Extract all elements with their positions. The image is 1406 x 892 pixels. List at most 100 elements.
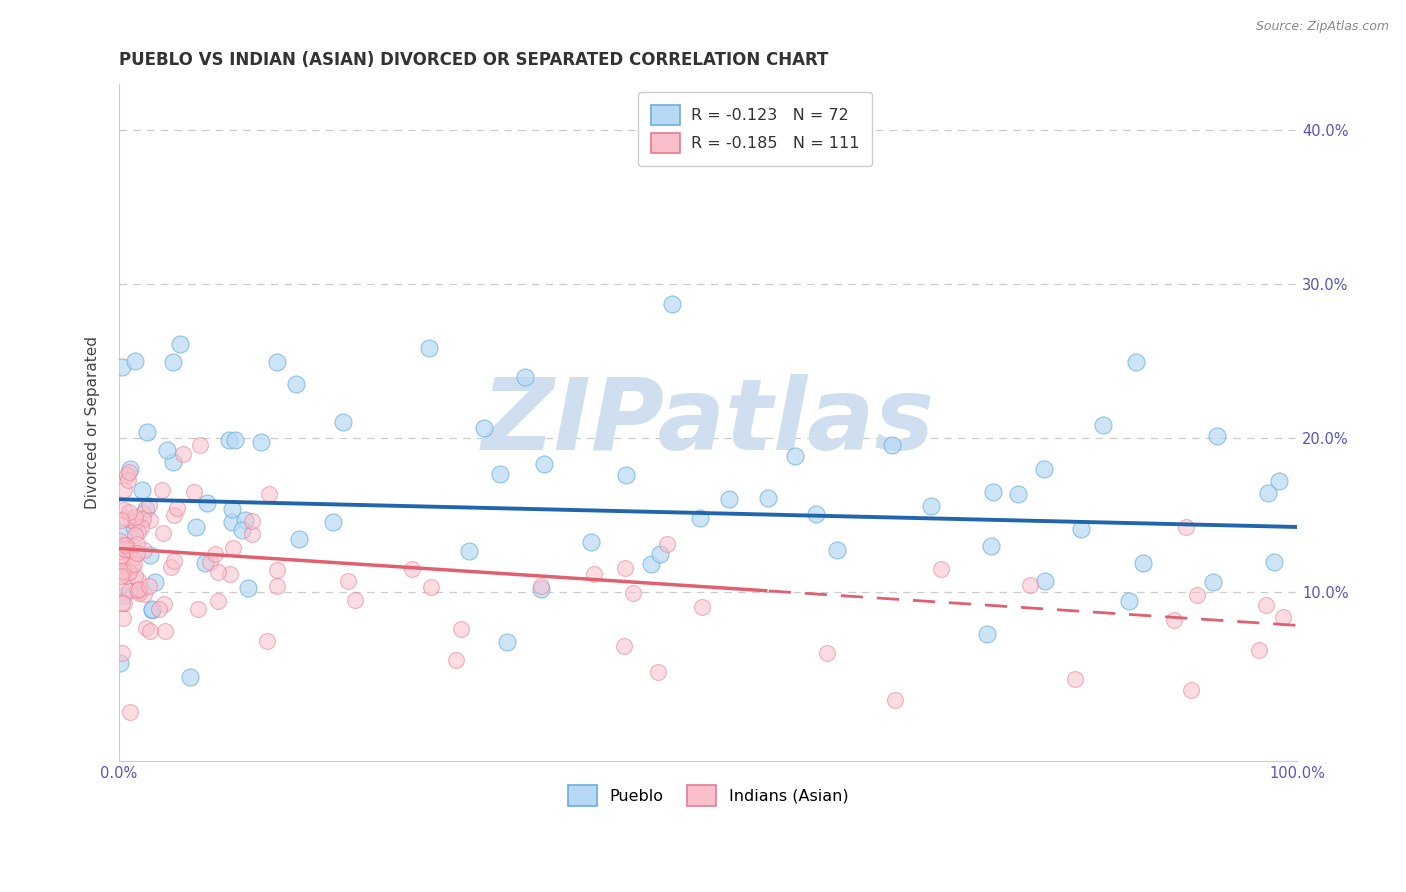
Point bbox=[111, 359, 134, 374]
Point bbox=[322, 516, 344, 530]
Point bbox=[115, 467, 138, 482]
Point bbox=[1247, 642, 1270, 657]
Point bbox=[110, 539, 132, 553]
Point bbox=[1202, 574, 1225, 589]
Point bbox=[163, 554, 186, 568]
Point bbox=[108, 544, 131, 558]
Point bbox=[136, 425, 159, 439]
Point bbox=[249, 435, 271, 450]
Point bbox=[1185, 589, 1208, 603]
Point bbox=[815, 646, 838, 660]
Point bbox=[640, 558, 662, 572]
Point bbox=[344, 593, 367, 607]
Point bbox=[1132, 556, 1154, 570]
Point bbox=[240, 527, 263, 541]
Point bbox=[614, 561, 637, 575]
Point bbox=[110, 555, 132, 569]
Point bbox=[1018, 577, 1040, 591]
Point bbox=[118, 465, 141, 479]
Point bbox=[1070, 522, 1092, 536]
Point bbox=[118, 705, 141, 719]
Point bbox=[1007, 487, 1029, 501]
Point bbox=[141, 602, 163, 616]
Point bbox=[132, 587, 155, 601]
Point bbox=[690, 600, 713, 615]
Point bbox=[139, 624, 162, 638]
Point bbox=[194, 557, 217, 571]
Point bbox=[513, 370, 536, 384]
Point bbox=[221, 515, 243, 529]
Point bbox=[138, 579, 160, 593]
Point bbox=[579, 535, 602, 549]
Point bbox=[114, 565, 136, 579]
Y-axis label: Divorced or Separated: Divorced or Separated bbox=[86, 336, 100, 509]
Point bbox=[224, 433, 246, 447]
Point bbox=[717, 492, 740, 507]
Point bbox=[153, 597, 176, 611]
Point bbox=[162, 455, 184, 469]
Point bbox=[111, 596, 134, 610]
Point bbox=[127, 573, 149, 587]
Point bbox=[115, 569, 138, 583]
Point bbox=[118, 566, 141, 580]
Point bbox=[207, 566, 229, 580]
Point bbox=[401, 562, 423, 576]
Point bbox=[163, 508, 186, 523]
Point bbox=[125, 536, 148, 550]
Point bbox=[219, 566, 242, 581]
Point bbox=[124, 354, 146, 368]
Point bbox=[614, 468, 637, 483]
Point bbox=[129, 520, 152, 534]
Point bbox=[112, 503, 135, 517]
Point bbox=[238, 581, 260, 595]
Point bbox=[583, 567, 606, 582]
Point bbox=[1118, 594, 1140, 608]
Point bbox=[1268, 475, 1291, 489]
Point bbox=[1063, 672, 1085, 686]
Point bbox=[661, 297, 683, 311]
Point bbox=[148, 601, 170, 615]
Point bbox=[804, 507, 827, 521]
Point bbox=[117, 538, 139, 552]
Point bbox=[114, 541, 136, 555]
Point bbox=[1163, 613, 1185, 627]
Point bbox=[472, 420, 495, 434]
Point bbox=[125, 545, 148, 559]
Point bbox=[131, 506, 153, 520]
Point bbox=[114, 542, 136, 557]
Point bbox=[920, 500, 942, 514]
Point bbox=[139, 513, 162, 527]
Point bbox=[204, 547, 226, 561]
Point bbox=[981, 485, 1004, 500]
Point bbox=[152, 526, 174, 541]
Point bbox=[419, 581, 441, 595]
Point bbox=[153, 624, 176, 638]
Point bbox=[1092, 417, 1115, 432]
Point bbox=[613, 639, 636, 653]
Point bbox=[489, 467, 512, 481]
Point bbox=[233, 513, 256, 527]
Point bbox=[647, 665, 669, 679]
Point bbox=[112, 483, 135, 498]
Point bbox=[976, 626, 998, 640]
Point bbox=[118, 505, 141, 519]
Point bbox=[650, 547, 672, 561]
Point bbox=[156, 442, 179, 457]
Point bbox=[112, 538, 135, 552]
Point bbox=[124, 557, 146, 571]
Point bbox=[188, 438, 211, 452]
Point bbox=[112, 595, 135, 609]
Point bbox=[114, 542, 136, 557]
Point bbox=[218, 433, 240, 447]
Point bbox=[1180, 682, 1202, 697]
Text: ZIPatlas: ZIPatlas bbox=[482, 374, 935, 471]
Point bbox=[756, 491, 779, 505]
Point bbox=[1257, 486, 1279, 500]
Point bbox=[110, 513, 132, 527]
Point bbox=[689, 511, 711, 525]
Point bbox=[288, 532, 311, 546]
Point bbox=[418, 341, 440, 355]
Point bbox=[127, 524, 149, 539]
Point bbox=[150, 483, 173, 497]
Point bbox=[124, 568, 146, 582]
